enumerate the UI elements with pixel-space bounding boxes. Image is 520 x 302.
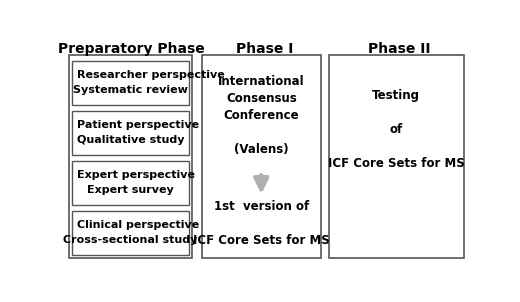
Text: Qualitative study: Qualitative study [77,135,184,145]
Text: Expert survey: Expert survey [87,185,174,195]
Bar [72,111,189,155]
Text: International
Consensus
Conference

(Valens): International Consensus Conference (Vale… [218,75,305,156]
Text: Preparatory Phase: Preparatory Phase [58,42,205,56]
Text: 1st  version of

ICF Core Sets for MS: 1st version of ICF Core Sets for MS [193,200,330,247]
Text: Cross-sectional study: Cross-sectional study [63,235,198,245]
Text: Phase II: Phase II [368,42,431,56]
Bar [72,211,189,255]
Bar [69,55,192,258]
Text: Researcher perspective: Researcher perspective [77,70,225,80]
Bar [202,55,321,258]
Text: Systematic review: Systematic review [73,85,188,95]
Bar [329,55,464,258]
Text: Patient perspective: Patient perspective [77,120,199,130]
Text: Expert perspective: Expert perspective [77,170,195,180]
Text: Phase I: Phase I [236,42,293,56]
Bar [72,61,189,105]
FancyArrowPatch shape [255,175,267,189]
Text: Clinical perspective: Clinical perspective [77,220,199,230]
Bar [72,161,189,205]
Text: Testing

of

ICF Core Sets for MS: Testing of ICF Core Sets for MS [328,89,465,170]
